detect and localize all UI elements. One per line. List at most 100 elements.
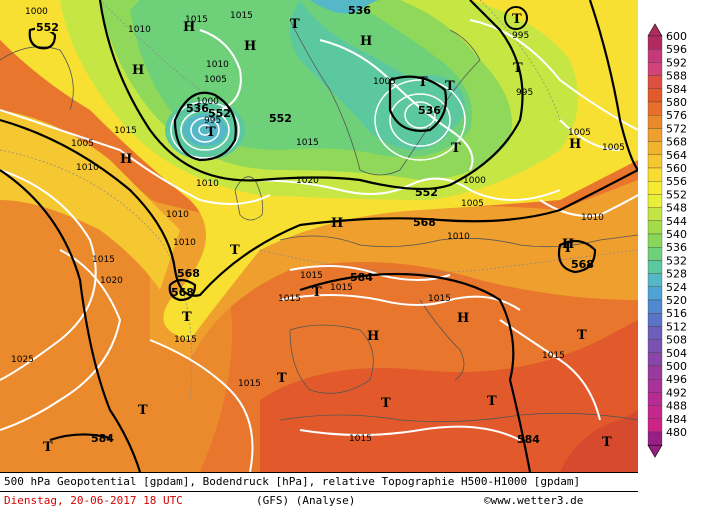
- p-label-5: 1010: [206, 60, 229, 70]
- low-center: T: [602, 435, 612, 450]
- legend-swatch: [647, 128, 663, 142]
- model-info: (GFS) (Analyse): [256, 494, 356, 507]
- low2-ring-1: [374, 79, 466, 161]
- legend-swatch: [647, 194, 663, 208]
- copyright-link[interactable]: ©www.wetter3.de: [484, 494, 584, 507]
- gp-label-11: 536: [418, 104, 441, 117]
- isobar-5: [279, 294, 521, 311]
- circled-low-marker: [504, 6, 528, 30]
- gp-label-2: 536: [186, 102, 209, 115]
- coast-africa: [279, 412, 638, 423]
- legend-level-label: 584: [666, 83, 687, 96]
- valid-date: Dienstag, 20-06-2017 18 UTC: [4, 494, 183, 507]
- p-label-6: 1005: [204, 75, 227, 85]
- low-center: T: [206, 125, 216, 140]
- legend-level-label: 480: [666, 426, 687, 439]
- legend-swatch: [647, 220, 663, 235]
- legend-level-label: 552: [666, 188, 687, 201]
- legend-swatch: [647, 405, 663, 419]
- legend-level-label: 580: [666, 96, 687, 109]
- gp-label-13: 584: [517, 433, 540, 446]
- gp-label-12: 584: [91, 432, 114, 445]
- legend-level-label: 568: [666, 136, 687, 149]
- p-label-23: 1010: [447, 232, 470, 242]
- p-label-32: 1015: [349, 434, 372, 444]
- legend-level-label: 488: [666, 400, 687, 413]
- low-ring-3: [190, 117, 220, 143]
- legend-swatch: [647, 247, 663, 261]
- legend-level-label: 572: [666, 122, 687, 135]
- legend-swatch: [647, 273, 663, 287]
- legend-level-label: 508: [666, 334, 687, 347]
- weather-map: 552 536 552 536 552 568 568 568 584 568 …: [0, 0, 638, 472]
- p-label-3: 1015: [185, 15, 208, 25]
- gp-label-5: 552: [415, 186, 438, 199]
- color-scale-legend: 600 596 592 588 584 580 576 572 568 564 560 556 552 5…: [638, 0, 704, 472]
- gp-label-8: 568: [171, 286, 194, 299]
- low2-ring-2: [389, 93, 451, 147]
- legend-bottom-arrow: [647, 444, 663, 458]
- p-label-13: 1015: [296, 138, 319, 148]
- high-center: H: [331, 216, 343, 231]
- legend-level-label: 596: [666, 43, 687, 56]
- p-label-24: 1005: [461, 199, 484, 209]
- coast-scandinavia: [289, 19, 481, 176]
- legend-swatch: [647, 233, 663, 248]
- legend-level-label: 564: [666, 149, 687, 162]
- legend-level-label: 600: [666, 30, 687, 43]
- isobars: [0, 19, 638, 472]
- low-center: T: [230, 243, 240, 258]
- p-label-22: 1000: [463, 176, 486, 186]
- p-label-12: 1010: [76, 163, 99, 173]
- legend-level-label: 484: [666, 413, 687, 426]
- pressure-labels: 1000 1010 1015 1015 1010 1005 1000 995 9…: [11, 7, 625, 444]
- coast-continent: [279, 234, 638, 248]
- legend-top-arrow: [647, 23, 663, 37]
- coast-italy: [419, 299, 465, 381]
- gp-label-7: 568: [177, 267, 200, 280]
- gp-568: [0, 118, 638, 297]
- p-label-31: 1015: [238, 379, 261, 389]
- legend-swatch: [647, 141, 663, 155]
- legend-swatch: [647, 326, 663, 340]
- legend-level-label: 556: [666, 175, 687, 188]
- legend-swatch: [647, 365, 663, 380]
- p-label-26: 1015: [300, 271, 323, 281]
- legend-swatch: [647, 101, 663, 116]
- p-label-29: 1015: [278, 294, 301, 304]
- gp-584: [0, 169, 142, 472]
- p-label-14: 1020: [296, 176, 319, 186]
- low-center: T: [277, 371, 287, 386]
- legend-level-label: 500: [666, 360, 687, 373]
- coastlines: [0, 19, 638, 423]
- low-center: T: [513, 61, 523, 76]
- isobar-1: [0, 109, 271, 205]
- low-center: T: [138, 403, 148, 418]
- map-footer: 500 hPa Geopotential [gpdam], Bodendruck…: [0, 472, 638, 513]
- high-center: H: [367, 329, 379, 344]
- legend-level-label: 560: [666, 162, 687, 175]
- p-label-15: 1025: [11, 355, 34, 365]
- low-center: T: [418, 75, 428, 90]
- p-label-16: 1015: [92, 255, 115, 265]
- low-center: T: [577, 328, 587, 343]
- gp-labels: 552 536 552 536 552 568 568 568 584 568 …: [35, 4, 594, 446]
- legend-swatch: [647, 49, 663, 63]
- legend-level-label: 512: [666, 320, 687, 333]
- low-center: T: [182, 310, 192, 325]
- legend-swatch: [647, 313, 663, 327]
- gp-label-9: 584: [350, 271, 373, 284]
- legend-swatch: [647, 418, 663, 433]
- p-label-25: 1010: [581, 213, 604, 223]
- rt-1: [0, 149, 193, 401]
- gp-536-ne: [388, 75, 448, 132]
- p-label-17: 1010: [166, 210, 189, 220]
- gp-536-low: [173, 91, 237, 162]
- legend-level-label: 536: [666, 241, 687, 254]
- legend-swatch: [647, 392, 663, 406]
- isobar-7: [249, 177, 561, 201]
- p-label-8: 995: [204, 116, 221, 126]
- legend-swatch: [647, 181, 663, 195]
- p-label-20: 1005: [373, 77, 396, 87]
- fill-532: [310, 0, 380, 14]
